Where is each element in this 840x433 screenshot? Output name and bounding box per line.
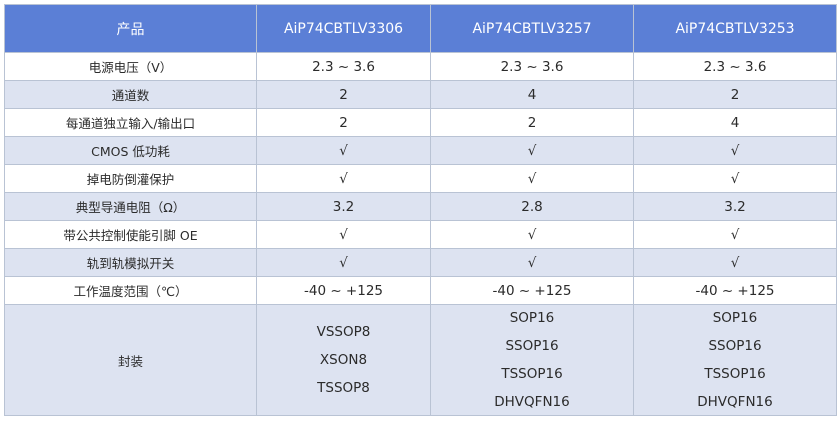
product-comparison-table: 产品 AiP74CBTLV3306 AiP74CBTLV3257 AiP74CB… (4, 4, 837, 416)
package-cell: SOP16 SSOP16 TSSOP16 DHVQFN16 (430, 304, 634, 416)
package-cell: SOP16 SSOP16 TSSOP16 DHVQFN16 (633, 304, 837, 416)
package-item: XSON8 (319, 352, 368, 368)
row-label: CMOS 低功耗 (4, 136, 257, 165)
cell-value: 2.3 ~ 3.6 (633, 52, 837, 81)
package-item: TSSOP16 (501, 366, 563, 382)
table-row: 电源电压（V） 2.3 ~ 3.6 2.3 ~ 3.6 2.3 ~ 3.6 (4, 52, 837, 81)
cell-value: -40 ~ +125 (633, 276, 837, 305)
check-mark: √ (633, 136, 837, 165)
check-mark: √ (633, 220, 837, 249)
header-product: 产品 (4, 4, 257, 53)
package-item: TSSOP16 (704, 366, 766, 382)
header-aip74cbtlv3253: AiP74CBTLV3253 (633, 4, 837, 53)
table-row: 掉电防倒灌保护 √ √ √ (4, 164, 837, 193)
package-cell: VSSOP8 XSON8 TSSOP8 (256, 304, 431, 416)
cell-value: 2.8 (430, 192, 634, 221)
check-mark: √ (430, 164, 634, 193)
cell-value: 4 (430, 80, 634, 109)
cell-value: 3.2 (256, 192, 431, 221)
check-mark: √ (430, 220, 634, 249)
comparison-table-container: 产品 AiP74CBTLV3306 AiP74CBTLV3257 AiP74CB… (4, 4, 837, 416)
package-item: SSOP16 (708, 338, 762, 354)
check-mark: √ (633, 248, 837, 277)
cell-value: 3.2 (633, 192, 837, 221)
table-header-row: 产品 AiP74CBTLV3306 AiP74CBTLV3257 AiP74CB… (4, 4, 837, 53)
cell-value: 2 (256, 80, 431, 109)
cell-value: 2 (633, 80, 837, 109)
row-label: 带公共控制使能引脚 OE (4, 220, 257, 249)
row-label: 轨到轨模拟开关 (4, 248, 257, 277)
cell-value: 2.3 ~ 3.6 (430, 52, 634, 81)
package-list: SOP16 SSOP16 TSSOP16 DHVQFN16 (431, 307, 633, 413)
package-list: VSSOP8 XSON8 TSSOP8 (257, 321, 430, 399)
table-row: 通道数 2 4 2 (4, 80, 837, 109)
package-row: 封装 VSSOP8 XSON8 TSSOP8 SOP16 SSOP16 TSSO… (4, 304, 837, 416)
cell-value: 2 (430, 108, 634, 137)
row-label: 通道数 (4, 80, 257, 109)
row-label: 封装 (4, 304, 257, 416)
check-mark: √ (256, 248, 431, 277)
header-aip74cbtlv3257: AiP74CBTLV3257 (430, 4, 634, 53)
cell-value: 4 (633, 108, 837, 137)
cell-value: -40 ~ +125 (430, 276, 634, 305)
cell-value: -40 ~ +125 (256, 276, 431, 305)
row-label: 每通道独立输入/输出口 (4, 108, 257, 137)
package-item: TSSOP8 (317, 380, 370, 396)
table-row: 每通道独立输入/输出口 2 2 4 (4, 108, 837, 137)
cell-value: 2 (256, 108, 431, 137)
check-mark: √ (633, 164, 837, 193)
row-label: 电源电压（V） (4, 52, 257, 81)
package-list: SOP16 SSOP16 TSSOP16 DHVQFN16 (634, 307, 836, 413)
package-item: SOP16 (712, 310, 758, 326)
check-mark: √ (430, 248, 634, 277)
package-item: SSOP16 (505, 338, 559, 354)
header-aip74cbtlv3306: AiP74CBTLV3306 (256, 4, 431, 53)
check-mark: √ (256, 164, 431, 193)
check-mark: √ (256, 220, 431, 249)
row-label: 典型导通电阻（Ω） (4, 192, 257, 221)
package-item: DHVQFN16 (494, 394, 570, 410)
cell-value: 2.3 ~ 3.6 (256, 52, 431, 81)
row-label: 掉电防倒灌保护 (4, 164, 257, 193)
check-mark: √ (430, 136, 634, 165)
table-row: 工作温度范围（℃） -40 ~ +125 -40 ~ +125 -40 ~ +1… (4, 276, 837, 305)
table-row: 典型导通电阻（Ω） 3.2 2.8 3.2 (4, 192, 837, 221)
package-item: VSSOP8 (316, 324, 371, 340)
table-row: CMOS 低功耗 √ √ √ (4, 136, 837, 165)
table-row: 带公共控制使能引脚 OE √ √ √ (4, 220, 837, 249)
check-mark: √ (256, 136, 431, 165)
package-item: SOP16 (509, 310, 555, 326)
row-label: 工作温度范围（℃） (4, 276, 257, 305)
package-item: DHVQFN16 (697, 394, 773, 410)
table-row: 轨到轨模拟开关 √ √ √ (4, 248, 837, 277)
